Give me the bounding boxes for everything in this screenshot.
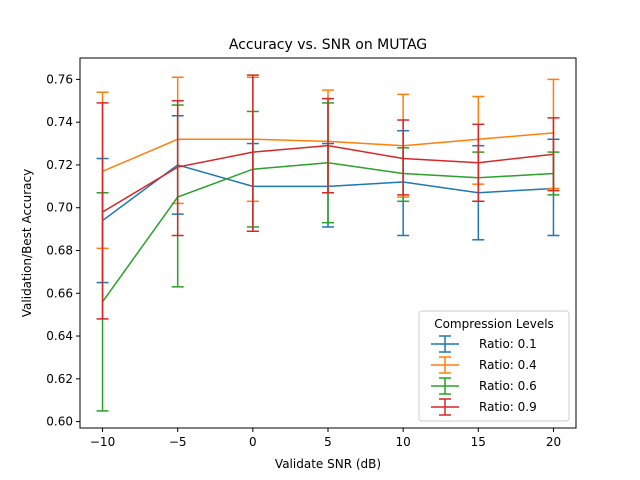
y-tick-label: 0.66 [46,286,73,300]
y-tick-label: 0.72 [46,158,73,172]
x-tick-label: 15 [471,435,486,449]
legend-box [418,310,570,422]
legend: Compression Levels Ratio: 0.1 Ratio: 0.4 Ra… [418,310,570,422]
x-tick-label: −10 [90,435,115,449]
y-axis-label: Validation/Best Accuracy [20,169,34,317]
y-tick-label: 0.62 [46,372,73,386]
x-tick-label: 20 [546,435,561,449]
legend-label: Ratio: 0.9 [479,400,537,414]
y-tick-label: 0.70 [46,201,73,215]
series-line [102,144,554,213]
x-axis-label: Validate SNR (dB) [275,457,381,471]
x-axis: −10 −5 0 5 10 15 20 [90,428,561,449]
chart-title: Accuracy vs. SNR on MUTAG [229,37,427,53]
y-tick-label: 0.60 [46,415,73,429]
legend-title: Compression Levels [434,317,554,331]
x-tick-label: 10 [396,435,411,449]
series-4 [96,74,560,320]
x-tick-label: 0 [249,435,257,449]
legend-label: Ratio: 0.6 [479,379,537,393]
y-tick-label: 0.74 [46,115,73,129]
x-tick-label: −5 [169,435,187,449]
x-tick-label: 5 [324,435,332,449]
y-axis: 0.60 0.62 0.64 0.66 0.68 0.70 0.72 0.74 0.76 [46,72,80,429]
legend-label: Ratio: 0.4 [479,358,537,372]
y-tick-label: 0.76 [46,72,73,86]
legend-label: Ratio: 0.1 [479,337,537,351]
y-tick-label: 0.64 [46,329,73,343]
y-tick-label: 0.68 [46,243,73,257]
plot-area [96,74,560,412]
